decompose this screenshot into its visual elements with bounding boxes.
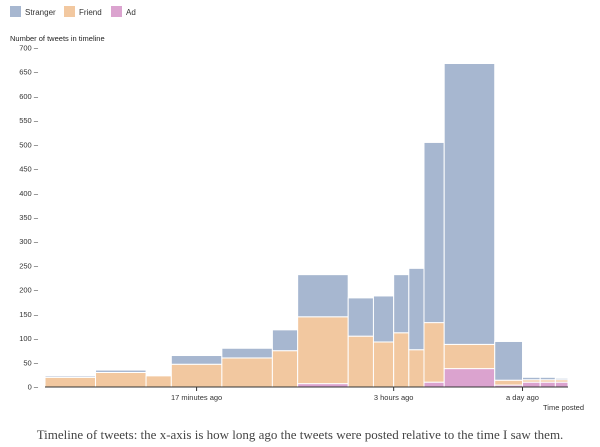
bar-segment-friend [44, 376, 97, 388]
bar-segment-ad [554, 381, 569, 388]
bar-segment-friend [393, 332, 410, 388]
y-tick-label: 600 – [19, 92, 39, 101]
bar-segment-stranger [408, 267, 425, 351]
y-tick-label: 500 – [19, 140, 39, 149]
legend-label-ad: Ad [126, 8, 136, 17]
legend-swatch-ad [111, 6, 122, 17]
y-tick-label: 550 – [19, 116, 39, 125]
bar-segment-ad [539, 381, 556, 388]
bar-segment-stranger [494, 340, 524, 381]
y-tick-label: 50 – [23, 358, 38, 367]
bar-segment-stranger [170, 355, 223, 365]
legend-swatch-stranger [10, 6, 21, 17]
bar-segment-stranger [522, 376, 541, 381]
y-axis-title: Number of tweets in timeline [10, 34, 105, 43]
figure-caption: Timeline of tweets: the x-axis is how lo… [36, 427, 564, 442]
bar-segment-friend [145, 375, 172, 388]
y-tick-label: 450 – [19, 165, 39, 174]
y-tick-label: 350 – [19, 213, 39, 222]
y-tick-label: 200 – [19, 286, 39, 295]
bar-segment-stranger [423, 141, 445, 324]
bar-segment-friend [347, 335, 374, 388]
bar-segment-ad [443, 368, 496, 388]
legend-swatch-friend [64, 6, 75, 17]
bar-segment-stranger [95, 369, 147, 373]
bar-segment-stranger [539, 376, 556, 381]
bar-segment-stranger [271, 329, 299, 352]
bar-segment-friend [170, 363, 223, 388]
bar-segment-friend [95, 371, 147, 388]
bar-segment-friend [494, 379, 524, 386]
bar-segment-ad [423, 381, 445, 388]
bar-segment-ad [522, 381, 541, 388]
bar-segment-friend [408, 349, 425, 388]
legend: Stranger Friend Ad [10, 6, 136, 17]
bar-segment-stranger [221, 347, 273, 359]
bar-segment-friend [271, 350, 299, 388]
y-tick-label: 0 – [28, 383, 39, 392]
bar-segment-friend [443, 343, 496, 370]
x-tick-label: a day ago [506, 393, 539, 402]
bar-segment-stranger [443, 62, 496, 345]
bar-segment-stranger [297, 274, 349, 318]
y-tick-label: 650 – [19, 68, 39, 77]
y-tick-label: 100 – [19, 334, 39, 343]
x-tick-label: 17 minutes ago [171, 393, 222, 402]
legend-label-stranger: Stranger [25, 8, 56, 17]
bar-segment-friend [423, 322, 445, 383]
stacked-histogram-chart: Stranger Friend Ad Number of tweets in tim… [10, 6, 584, 412]
y-tick-label: 400 – [19, 189, 39, 198]
bar-segment-friend [372, 341, 395, 388]
x-axis-title: Time posted [543, 403, 584, 412]
y-axis: 0 – 50 – 100 – 150 – 200 – 250 – 300 – 350 – 400… [19, 44, 39, 392]
bar-segment-stranger [393, 274, 410, 334]
bar-segment-friend [297, 316, 349, 385]
bar-segment-stranger [554, 377, 569, 381]
bar-segment-stranger [372, 295, 395, 343]
bar-segment-stranger [44, 375, 97, 378]
y-tick-label: 250 – [19, 261, 39, 270]
bar-segment-stranger [347, 297, 374, 337]
y-tick-label: 700 – [19, 44, 39, 53]
y-tick-label: 300 – [19, 237, 39, 246]
x-axis: 17 minutes ago 3 hours ago a day ago [45, 386, 568, 402]
y-tick-label: 150 – [19, 310, 39, 319]
legend-label-friend: Friend [79, 8, 102, 17]
x-tick-label: 3 hours ago [374, 393, 414, 402]
bars [44, 62, 569, 388]
bar-segment-friend [221, 357, 273, 388]
bar-segment-ad [297, 383, 349, 388]
